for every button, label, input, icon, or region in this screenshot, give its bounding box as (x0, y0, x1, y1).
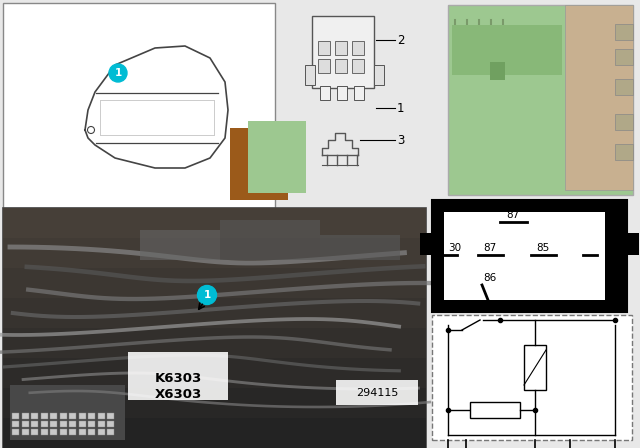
Bar (352, 41, 364, 55)
Bar (432, 200, 627, 312)
Bar (420, 233, 434, 255)
Bar (3, 238, 426, 268)
Text: 2: 2 (397, 34, 404, 47)
Bar (69, 421, 76, 427)
Text: 87: 87 (483, 243, 497, 253)
Bar (3, 418, 426, 448)
Text: 85: 85 (536, 243, 550, 253)
Circle shape (198, 285, 216, 305)
Bar (3, 358, 426, 388)
Bar (79, 413, 86, 419)
Text: 294115: 294115 (356, 388, 398, 398)
Bar (318, 59, 330, 73)
Bar (615, 114, 633, 130)
Bar (88, 429, 95, 435)
Text: 3: 3 (397, 134, 404, 146)
Bar (220, 220, 320, 260)
Bar (615, 49, 633, 65)
Bar (88, 413, 95, 419)
Bar (3, 208, 426, 238)
Bar (490, 62, 505, 80)
Bar (374, 65, 384, 85)
Bar (69, 413, 76, 419)
Bar (335, 59, 347, 73)
Bar (79, 429, 86, 435)
Bar (97, 429, 104, 435)
Text: 87: 87 (506, 210, 520, 220)
Bar (352, 59, 364, 73)
Bar (97, 421, 104, 427)
Text: 86: 86 (483, 273, 497, 283)
Bar (524, 345, 546, 390)
Bar (69, 429, 76, 435)
Bar (40, 413, 47, 419)
Bar (448, 5, 633, 195)
Bar (31, 413, 38, 419)
Bar (565, 5, 633, 190)
Bar (230, 128, 288, 200)
Bar (22, 429, 29, 435)
Text: 1: 1 (115, 68, 122, 78)
Bar (107, 413, 114, 419)
Bar (79, 421, 86, 427)
Bar (3, 208, 426, 448)
Bar (97, 413, 104, 419)
Bar (336, 380, 418, 405)
Bar (31, 429, 38, 435)
Bar (3, 3, 275, 208)
Bar (615, 144, 633, 160)
Text: 30: 30 (449, 243, 461, 253)
Bar (107, 429, 114, 435)
Bar (12, 413, 19, 419)
Bar (3, 268, 426, 298)
Text: 1: 1 (204, 290, 211, 300)
Bar (452, 25, 562, 75)
Bar (444, 212, 605, 300)
Bar (470, 402, 520, 418)
Bar (60, 429, 67, 435)
Bar (312, 16, 374, 88)
Bar (305, 65, 315, 85)
Bar (248, 121, 306, 193)
Bar (22, 421, 29, 427)
Bar (60, 421, 67, 427)
Bar (625, 233, 639, 255)
Bar (615, 79, 633, 95)
Bar (50, 421, 57, 427)
Bar (320, 86, 330, 100)
Circle shape (109, 64, 127, 82)
Bar (22, 413, 29, 419)
Bar (40, 421, 47, 427)
Bar (40, 429, 47, 435)
Bar (10, 385, 125, 440)
Bar (60, 413, 67, 419)
Bar (50, 429, 57, 435)
Bar (354, 86, 364, 100)
Bar (3, 298, 426, 328)
Bar (318, 41, 330, 55)
Bar (3, 328, 426, 358)
Text: 471117: 471117 (591, 430, 633, 440)
Bar (3, 388, 426, 418)
Bar (615, 24, 633, 40)
Bar (31, 421, 38, 427)
Bar (12, 429, 19, 435)
Bar (320, 235, 400, 260)
Bar (128, 352, 228, 400)
Bar (337, 86, 347, 100)
Bar (432, 315, 632, 440)
Text: 1: 1 (397, 102, 404, 115)
Bar (335, 41, 347, 55)
Bar (107, 421, 114, 427)
Bar (88, 421, 95, 427)
Bar (50, 413, 57, 419)
Bar (12, 421, 19, 427)
Bar (140, 230, 220, 260)
Text: X6303: X6303 (154, 388, 202, 401)
Text: K6303: K6303 (154, 371, 202, 384)
